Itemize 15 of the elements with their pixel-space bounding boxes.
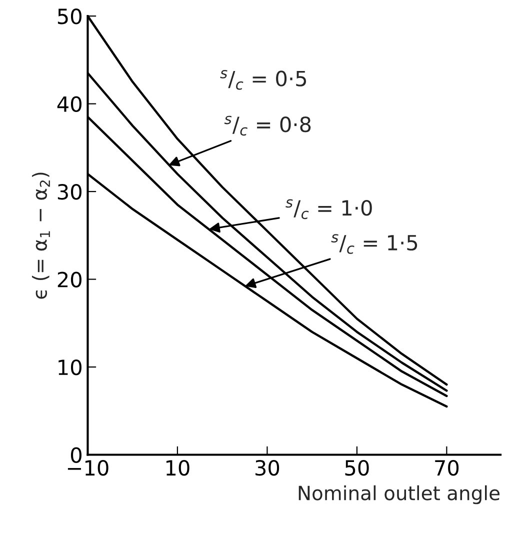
annotation: $^{s}$/$_{c}$ = 1·5	[331, 234, 418, 254]
x-tick-label: 30	[256, 460, 280, 476]
x-tick-label: 50	[345, 460, 369, 476]
y-tick-label: 40	[57, 96, 82, 112]
x-axis-title: Nominal outlet angle	[298, 485, 500, 504]
y-axis-title: ϵ (= α$_{1}$ − α$_{2}$)	[32, 172, 50, 299]
annotation: $^{s}$/$_{c}$ = 1·0	[286, 199, 372, 220]
x-tick-label: 10	[166, 460, 190, 476]
y-tick-label: 30	[58, 184, 82, 200]
annotation: $^{s}$/$_{c}$ = 0·8	[224, 116, 311, 136]
y-tick-label: 10	[58, 359, 82, 376]
x-tick-label: 70	[435, 460, 459, 476]
y-tick-label: 20	[58, 272, 82, 288]
annotation: $^{s}$/$_{c}$ = 0·5	[220, 70, 306, 90]
y-tick-label: 50	[58, 8, 82, 24]
